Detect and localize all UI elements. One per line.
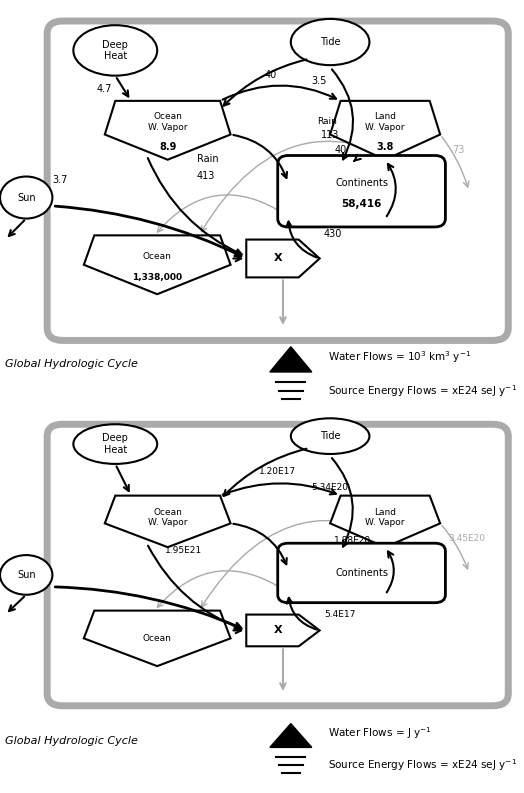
Polygon shape bbox=[270, 723, 312, 747]
FancyBboxPatch shape bbox=[278, 543, 445, 603]
Text: 1.95E21: 1.95E21 bbox=[165, 546, 202, 555]
Ellipse shape bbox=[73, 424, 157, 464]
Text: 1,338,000: 1,338,000 bbox=[132, 273, 182, 282]
Ellipse shape bbox=[291, 419, 369, 454]
Text: Ocean: Ocean bbox=[143, 634, 172, 643]
Text: X: X bbox=[274, 254, 282, 263]
Text: 5.4E17: 5.4E17 bbox=[324, 610, 355, 619]
Text: 4.7: 4.7 bbox=[97, 85, 112, 94]
Text: Deep
Heat: Deep Heat bbox=[102, 433, 128, 455]
Ellipse shape bbox=[0, 555, 52, 595]
Text: Ocean
W. Vapor: Ocean W. Vapor bbox=[148, 112, 188, 132]
Ellipse shape bbox=[0, 177, 52, 219]
Text: Global Hydrologic Cycle: Global Hydrologic Cycle bbox=[5, 736, 138, 745]
Text: Source Energy Flows = xE24 seJ y$^{-1}$: Source Energy Flows = xE24 seJ y$^{-1}$ bbox=[328, 757, 517, 773]
Text: 40: 40 bbox=[334, 145, 346, 155]
Text: Ocean: Ocean bbox=[143, 252, 172, 261]
Text: 430: 430 bbox=[323, 229, 342, 239]
Text: 3.7: 3.7 bbox=[52, 174, 68, 185]
Text: Water Flows = J y$^{-1}$: Water Flows = J y$^{-1}$ bbox=[328, 726, 431, 741]
Text: X: X bbox=[274, 626, 282, 635]
Text: 73: 73 bbox=[452, 145, 464, 155]
Text: Deep
Heat: Deep Heat bbox=[102, 40, 128, 61]
Text: 1.88E20: 1.88E20 bbox=[334, 536, 371, 546]
Polygon shape bbox=[105, 496, 231, 547]
Text: 413: 413 bbox=[196, 170, 215, 181]
Text: Land
W. Vapor: Land W. Vapor bbox=[365, 112, 405, 132]
Text: Global Hydrologic Cycle: Global Hydrologic Cycle bbox=[5, 359, 138, 370]
Text: Sun: Sun bbox=[17, 193, 36, 202]
Text: 3.5: 3.5 bbox=[312, 76, 327, 86]
Text: Sun: Sun bbox=[17, 570, 36, 580]
Text: Rain: Rain bbox=[317, 117, 337, 126]
Text: Ocean
W. Vapor: Ocean W. Vapor bbox=[148, 508, 188, 527]
FancyBboxPatch shape bbox=[278, 155, 445, 227]
Text: 5.34E20: 5.34E20 bbox=[312, 483, 349, 492]
FancyBboxPatch shape bbox=[47, 21, 508, 340]
Polygon shape bbox=[84, 611, 231, 666]
Text: Continents: Continents bbox=[335, 568, 388, 578]
Ellipse shape bbox=[291, 19, 369, 65]
Text: 40: 40 bbox=[265, 70, 277, 80]
Text: Continents: Continents bbox=[335, 178, 388, 188]
Ellipse shape bbox=[73, 25, 157, 75]
Text: Tide: Tide bbox=[320, 431, 341, 441]
Text: Rain: Rain bbox=[196, 154, 218, 164]
Text: 1.20E17: 1.20E17 bbox=[259, 467, 297, 476]
Text: 3.45E20: 3.45E20 bbox=[448, 534, 485, 543]
FancyBboxPatch shape bbox=[47, 424, 508, 706]
Text: 8.9: 8.9 bbox=[159, 142, 177, 152]
Text: 113: 113 bbox=[321, 130, 339, 140]
Text: Water Flows = $10^3$ km$^3$ y$^{-1}$: Water Flows = $10^3$ km$^3$ y$^{-1}$ bbox=[328, 350, 471, 365]
Polygon shape bbox=[330, 496, 440, 547]
Text: Land
W. Vapor: Land W. Vapor bbox=[365, 508, 405, 527]
Text: Tide: Tide bbox=[320, 37, 341, 47]
Text: Source Energy Flows = xE24 seJ y$^{-1}$: Source Energy Flows = xE24 seJ y$^{-1}$ bbox=[328, 383, 517, 399]
Polygon shape bbox=[84, 236, 231, 294]
Polygon shape bbox=[105, 101, 231, 159]
Text: 3.8: 3.8 bbox=[376, 142, 394, 152]
Polygon shape bbox=[330, 101, 440, 159]
Text: 58,416: 58,416 bbox=[341, 199, 382, 209]
Polygon shape bbox=[270, 347, 312, 372]
Polygon shape bbox=[246, 239, 320, 278]
Polygon shape bbox=[246, 615, 320, 646]
